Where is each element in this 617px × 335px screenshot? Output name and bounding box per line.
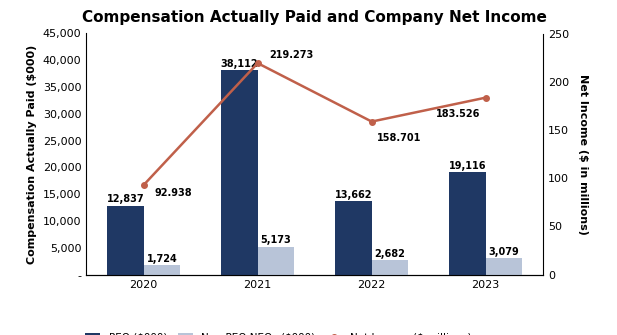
Bar [221, 70, 258, 275]
Y-axis label: Compensation Actually Paid ($000): Compensation Actually Paid ($000) [27, 45, 38, 264]
Text: 219.273: 219.273 [269, 50, 313, 60]
Net Income ($ millions) [140, 183, 147, 187]
Text: 38,112: 38,112 [221, 59, 259, 69]
Net Income ($ millions) [482, 95, 489, 99]
Line: Net Income ($ millions): Net Income ($ millions) [141, 60, 489, 188]
Text: 183.526: 183.526 [436, 109, 480, 119]
Bar [335, 201, 371, 275]
Title: Compensation Actually Paid and Company Net Income: Compensation Actually Paid and Company N… [82, 10, 547, 25]
Text: 2,682: 2,682 [375, 249, 405, 259]
Bar [258, 247, 294, 275]
Text: 1,724: 1,724 [146, 254, 177, 264]
Bar [486, 258, 522, 275]
Net Income ($ millions) [254, 61, 262, 65]
Net Income ($ millions) [368, 120, 375, 124]
Text: 12,837: 12,837 [107, 194, 144, 204]
Text: 19,116: 19,116 [449, 160, 486, 171]
Text: 5,173: 5,173 [260, 236, 291, 245]
Y-axis label: Net Income ($ in millions): Net Income ($ in millions) [578, 74, 589, 234]
Bar [371, 260, 408, 275]
Bar [144, 265, 180, 275]
Bar [449, 172, 486, 275]
Text: 92.938: 92.938 [155, 188, 193, 198]
Bar [107, 206, 144, 275]
Text: 158.701: 158.701 [377, 133, 421, 143]
Text: 13,662: 13,662 [334, 190, 372, 200]
Text: 3,079: 3,079 [489, 247, 520, 257]
Legend: PEO ($000), Non-PEO NEOs ($000), Net Income ($ millions): PEO ($000), Non-PEO NEOs ($000), Net Inc… [81, 328, 476, 335]
